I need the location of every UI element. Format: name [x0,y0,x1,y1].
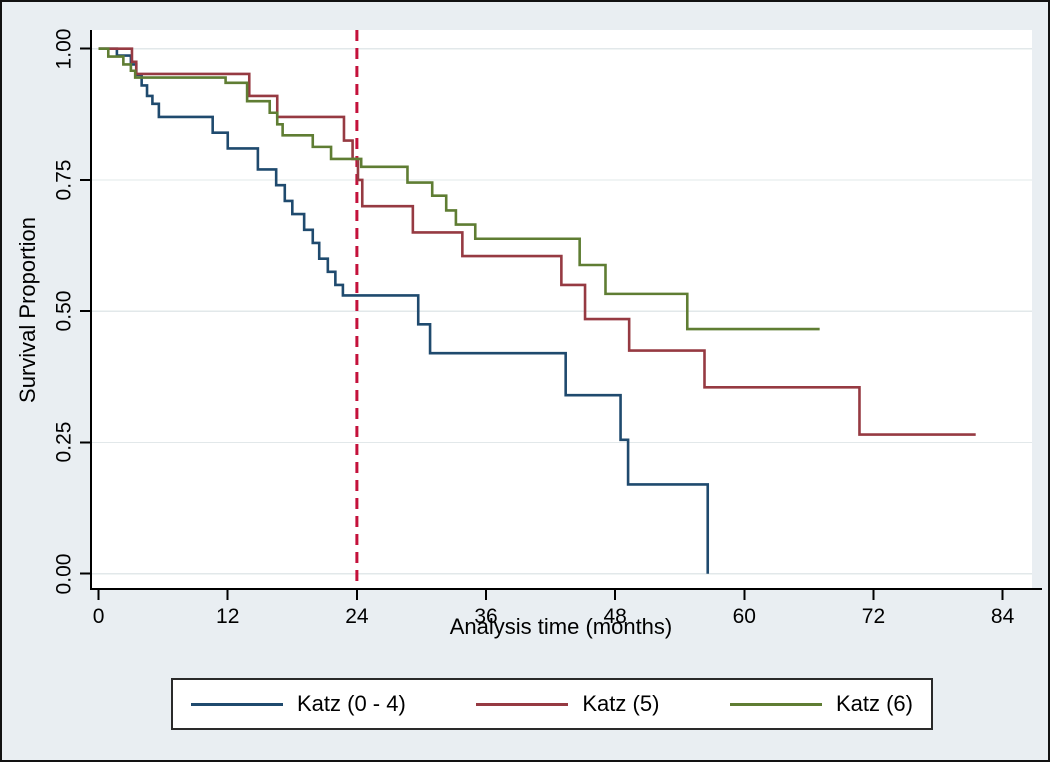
x-tick-label-48: 48 [603,605,627,628]
x-tick-label-84: 84 [990,605,1015,628]
legend-label-katz-6: Katz (6) [835,691,913,716]
legend-line-swatch-katz-5 [476,702,569,706]
legend-entry-katz-6: Katz (6) [729,691,913,717]
survival-curves-svg [80,30,1042,600]
x-tick-label-0: 0 [92,605,105,628]
y-tick-label-0.50: 0.50 [52,290,76,332]
legend-line-swatch-katz-0-4 [191,702,283,706]
survival-curve-2 [98,47,820,331]
y-tick-label-0.25: 0.25 [52,422,76,463]
y-axis-title: Survival Proportion [15,217,40,403]
legend-entry-katz-5: Katz (5) [476,691,659,717]
y-tick-label-1.00: 1.00 [52,28,76,70]
x-axis-title: Analysis time (months) [449,614,673,639]
x-tick-label-60: 60 [732,605,756,628]
x-tick-label-72: 72 [861,605,886,628]
x-tick-label-24: 24 [345,605,369,628]
legend-entry-katz-0-4: Katz (0 - 4) [191,691,406,717]
y-tick-label-0.75: 0.75 [52,159,76,201]
survival-curve-0 [98,47,710,574]
legend-label-katz-5: Katz (5) [582,691,660,716]
x-tick-label-36: 36 [474,605,498,628]
legend-line-swatch-katz-6 [729,702,822,706]
legend-label-katz-0-4: Katz (0 - 4) [297,691,406,716]
y-tick-label-0.00: 0.00 [52,553,76,595]
chart-legend: Katz (0 - 4) Katz (5) Katz (6) [171,678,933,730]
plot-area [80,30,1042,600]
survival-curve-1 [98,47,976,436]
x-tick-label-12: 12 [216,605,240,628]
